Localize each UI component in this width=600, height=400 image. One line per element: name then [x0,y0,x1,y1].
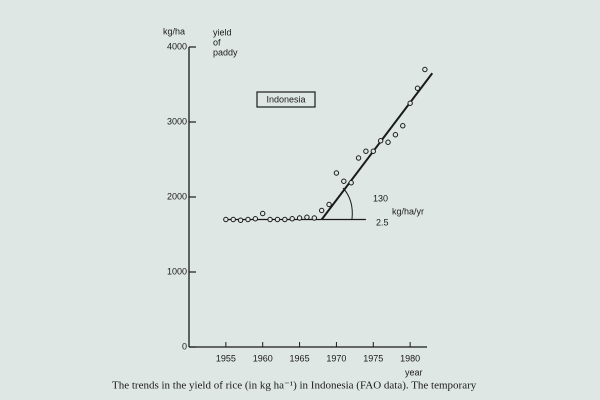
data-point [267,216,273,223]
data-point [370,148,376,154]
data-point [289,216,295,222]
data-point [245,216,251,223]
data-point [252,216,259,222]
label-box [256,91,316,108]
x-tick-label: 1960 [253,353,273,363]
annotation: 2.5 [376,217,389,227]
data-point [318,207,325,214]
data-point [377,138,384,144]
data-point [341,178,347,184]
x-tick-label: 1975 [363,353,383,363]
box-label: Indonesia [266,94,305,104]
y-tick-label: 4000 [167,41,187,51]
x-tick-label: 1955 [216,353,236,363]
y-tick-label: 2000 [167,191,187,201]
annotation: kg/ha/yr [392,206,424,216]
x-tick-label: 1980 [400,353,420,363]
y-unit: kg/ha [163,26,185,36]
angle-arc [342,187,353,220]
data-point [400,123,406,129]
data-point [304,214,310,220]
data-point [282,216,288,223]
x-tick-label: 1965 [290,353,310,363]
data-point [333,170,340,176]
data-point [223,216,229,223]
y-tick-label: 0 [182,341,187,351]
data-point [274,216,281,223]
x-label: year [405,367,423,377]
data-point [385,139,391,145]
y-label: of [213,37,221,47]
data-point [230,216,236,223]
y-tick-label: 1000 [167,266,187,276]
data-point [363,148,369,154]
y-label: yield [213,27,232,37]
annotation: 130 [373,193,388,203]
data-point [407,100,413,106]
data-point [355,155,362,161]
data-point [392,132,399,138]
data-point [414,85,421,91]
x-tick-label: 1970 [326,353,346,363]
trend-line [320,72,434,221]
caption: The trends in the yield of rice (in kg h… [112,380,477,392]
data-point [326,201,332,208]
data-point [348,180,354,186]
data-point [422,66,428,73]
data-point [260,210,266,217]
data-point [296,215,303,221]
data-point [311,215,318,221]
data-point [237,217,244,223]
y-label: paddy [213,47,238,57]
y-tick-label: 3000 [167,116,187,126]
